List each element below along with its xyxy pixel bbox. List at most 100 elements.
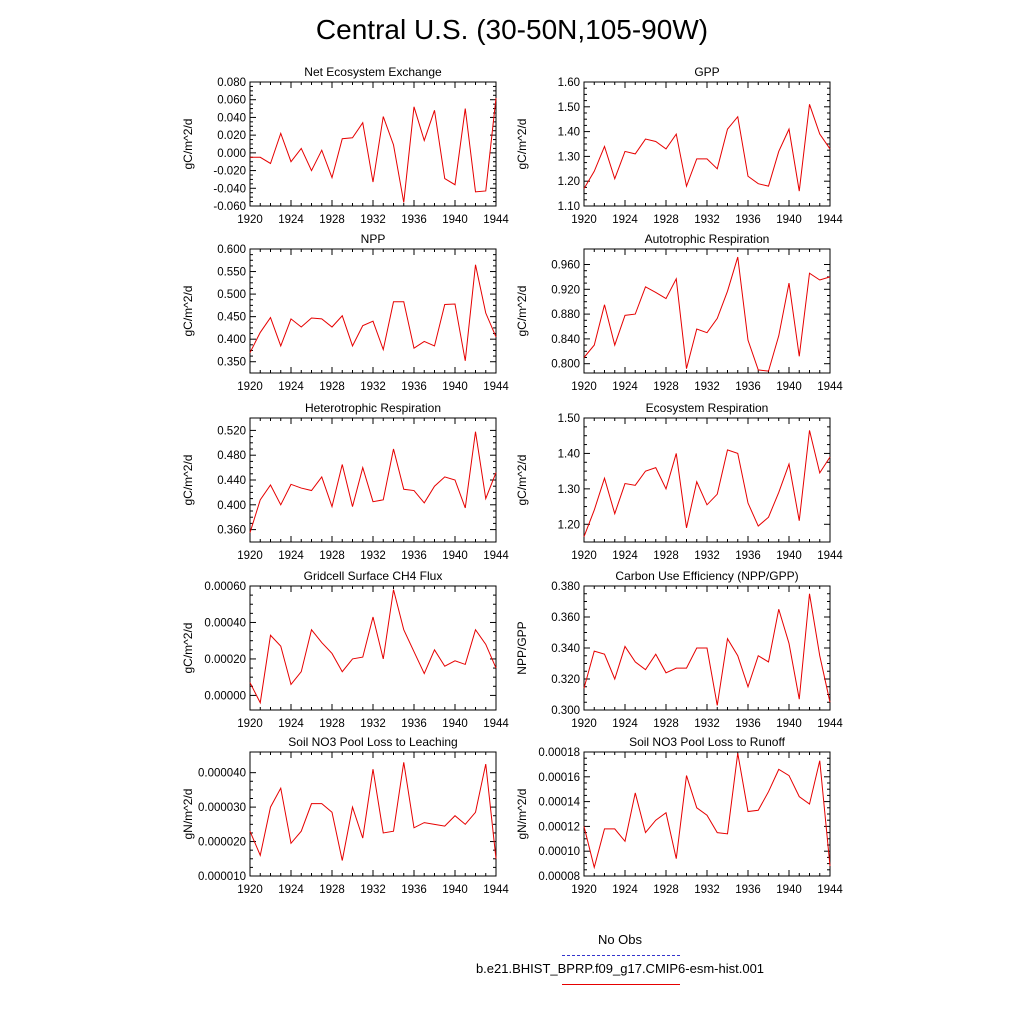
panel-9-ylabel: gN/m^2/d — [515, 789, 529, 840]
panel-2-ytick-label: 0.400 — [217, 334, 246, 346]
panel-5-xtick-label: 1944 — [817, 550, 843, 562]
panel-7-ytick-label: 0.300 — [551, 705, 580, 717]
panel-8-ylabel: gN/m^2/d — [181, 789, 195, 840]
panel-0-ylabel: gC/m^2/d — [181, 119, 195, 170]
panel-3-ytick-label: 0.920 — [551, 284, 580, 296]
panel-0-frame — [249, 81, 497, 207]
panel-9-xtick-label: 1920 — [571, 884, 597, 896]
panel-9-xtick-label: 1944 — [817, 884, 843, 896]
panel-3-ytick-label: 0.960 — [551, 260, 580, 272]
panel-7-xtick-label: 1928 — [653, 718, 679, 730]
panel-0-xtick-label: 1920 — [237, 214, 263, 226]
panel-4-title: Heterotrophic Respiration — [305, 401, 441, 415]
panel-6-xtick-label: 1920 — [237, 718, 263, 730]
panel-8-ytick-label: 0.000030 — [198, 802, 246, 814]
panel-1-ytick-label: 1.60 — [558, 77, 580, 89]
panel-3-ylabel: gC/m^2/d — [515, 286, 529, 337]
panel-7-xtick-label: 1936 — [735, 718, 761, 730]
panel-5-xtick-label: 1924 — [612, 550, 638, 562]
panel-5-xtick-label: 1920 — [571, 550, 597, 562]
panel-2-xtick-label: 1920 — [237, 381, 263, 393]
panel-1-ytick-label: 1.30 — [558, 151, 580, 163]
panel-2-ylabel: gC/m^2/d — [181, 286, 195, 337]
panel-9-xtick-label: 1940 — [776, 884, 802, 896]
panel-4-series-line — [249, 431, 497, 533]
panel-2-title: NPP — [361, 232, 386, 246]
panel-6-xtick-label: 1936 — [401, 718, 427, 730]
panel-1-ytick-label: 1.50 — [558, 102, 580, 114]
panel-6-xtick-label: 1932 — [360, 718, 386, 730]
panel-7-xtick-label: 1932 — [694, 718, 720, 730]
panel-1-title: GPP — [694, 65, 719, 79]
panel-8-xtick-label: 1920 — [237, 884, 263, 896]
panel-5-ytick-label: 1.30 — [558, 484, 580, 496]
panel-3-ytick-label: 0.880 — [551, 309, 580, 321]
panel-8-xtick-label: 1928 — [319, 884, 345, 896]
panel-9-title: Soil NO3 Pool Loss to Runoff — [629, 735, 786, 749]
panel-2-xtick-label: 1944 — [483, 381, 509, 393]
panel-1-xtick-label: 1932 — [694, 214, 720, 226]
panel-4-frame — [249, 417, 497, 543]
panel-1-xtick-label: 1924 — [612, 214, 638, 226]
panel-1-ytick-label: 1.20 — [558, 176, 580, 188]
panel-4-xtick-label: 1928 — [319, 550, 345, 562]
panel-4-ytick-label: 0.360 — [217, 525, 246, 537]
panel-5-xtick-label: 1928 — [653, 550, 679, 562]
panel-6-xtick-label: 1940 — [442, 718, 468, 730]
panel-3-ytick-label: 0.840 — [551, 334, 580, 346]
panel-9-xtick-label: 1936 — [735, 884, 761, 896]
panel-6-frame — [249, 585, 497, 711]
panel-2-ytick-label: 0.350 — [217, 357, 246, 369]
panel-7-xtick-label: 1920 — [571, 718, 597, 730]
panel-1-xtick-label: 1920 — [571, 214, 597, 226]
panel-8-ytick-label: 0.000040 — [198, 768, 246, 780]
panel-6-series-line — [249, 589, 497, 705]
panel-5-title: Ecosystem Respiration — [646, 401, 769, 415]
panel-8-xtick-label: 1932 — [360, 884, 386, 896]
panel-4-ylabel: gC/m^2/d — [181, 455, 195, 506]
panel-1-xtick-label: 1944 — [817, 214, 843, 226]
panel-4-ytick-label: 0.480 — [217, 450, 246, 462]
panel-4-ytick-label: 0.520 — [217, 425, 246, 437]
panel-1-series-line — [583, 104, 831, 192]
panel-8-ytick-label: 0.000020 — [198, 837, 246, 849]
panel-1-ytick-label: 1.10 — [558, 201, 580, 213]
page-title: Central U.S. (30-50N,105-90W) — [315, 14, 709, 45]
legend-obs-line — [562, 955, 680, 956]
panel-4-ytick-label: 0.440 — [217, 475, 246, 487]
panel-7-title: Carbon Use Efficiency (NPP/GPP) — [615, 569, 798, 583]
panel-8-series-line — [249, 762, 497, 861]
panel-2-xtick-label: 1924 — [278, 381, 304, 393]
panel-2-xtick-label: 1932 — [360, 381, 386, 393]
panel-5-frame — [583, 417, 831, 543]
panel-5-ylabel: gC/m^2/d — [515, 455, 529, 506]
panel-5-ytick-label: 1.20 — [558, 519, 580, 531]
panel-0-ytick-label: -0.020 — [213, 166, 246, 178]
panel-7-xtick-label: 1924 — [612, 718, 638, 730]
panel-0-ytick-label: -0.060 — [213, 201, 246, 213]
panel-6-xtick-label: 1928 — [319, 718, 345, 730]
panel-8-xtick-label: 1944 — [483, 884, 509, 896]
panel-5-series-line — [583, 430, 831, 537]
panel-2-xtick-label: 1936 — [401, 381, 427, 393]
panel-4-xtick-label: 1932 — [360, 550, 386, 562]
panel-1-xtick-label: 1940 — [776, 214, 802, 226]
panel-2-ytick-label: 0.500 — [217, 289, 246, 301]
panel-6-ytick-label: 0.00040 — [204, 617, 246, 629]
panel-0-title: Net Ecosystem Exchange — [304, 65, 442, 79]
panel-1-ytick-label: 1.40 — [558, 127, 580, 139]
panel-7-ytick-label: 0.320 — [551, 674, 580, 686]
panel-0-series-line — [250, 97, 497, 203]
panel-3-xtick-label: 1924 — [612, 381, 638, 393]
legend-obs-label: No Obs — [597, 932, 643, 947]
panel-9-ytick-label: 0.00008 — [538, 871, 580, 883]
panel-8-ytick-label: 0.000010 — [198, 871, 246, 883]
panel-9-frame — [583, 751, 831, 877]
panel-7-ylabel: NPP/GPP — [515, 621, 529, 674]
panel-6-ytick-label: 0.00020 — [204, 654, 246, 666]
panel-3-ytick-label: 0.800 — [551, 359, 580, 371]
panel-8-xtick-label: 1924 — [278, 884, 304, 896]
panel-4-xtick-label: 1936 — [401, 550, 427, 562]
panel-0-xtick-label: 1932 — [360, 214, 386, 226]
